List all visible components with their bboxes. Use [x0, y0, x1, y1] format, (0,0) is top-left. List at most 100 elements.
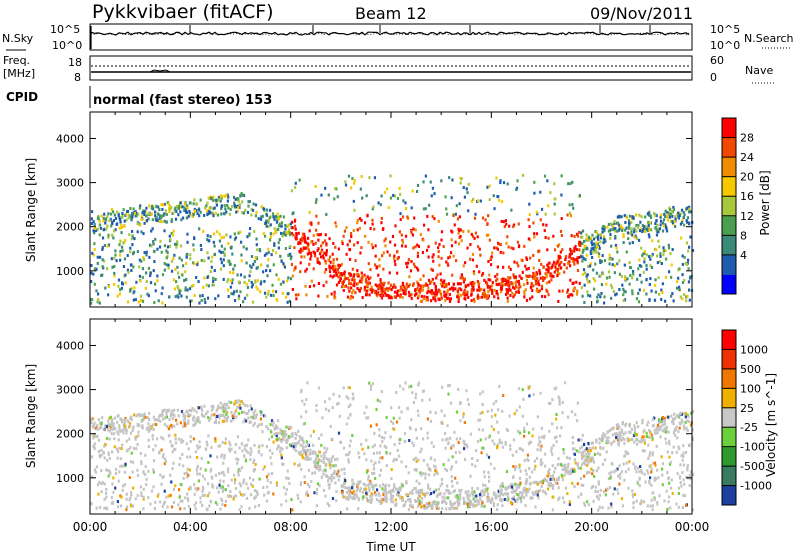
- data-cell: [651, 453, 654, 457]
- data-cell: [90, 301, 93, 305]
- data-cell: [261, 444, 264, 448]
- data-cell: [375, 483, 378, 487]
- data-cell: [361, 490, 365, 494]
- data-cell: [136, 222, 139, 226]
- data-cell: [166, 505, 169, 509]
- station-title: Pykkvibaer (fitACF): [92, 1, 274, 23]
- data-cell: [162, 475, 165, 479]
- data-cell: [664, 299, 667, 303]
- data-cell: [90, 421, 93, 425]
- data-cell: [351, 267, 354, 271]
- data-cell: [643, 250, 646, 254]
- data-cell: [415, 490, 418, 494]
- data-cell: [232, 195, 236, 199]
- data-cell: [308, 485, 311, 489]
- data-cell: [601, 462, 605, 466]
- data-cell: [613, 221, 616, 225]
- data-cell: [451, 273, 454, 277]
- data-cell: [90, 222, 93, 226]
- data-cell: [111, 265, 114, 269]
- data-cell: [663, 427, 666, 431]
- data-cell: [492, 194, 495, 198]
- data-cell: [291, 220, 294, 224]
- data-cell: [363, 221, 367, 225]
- data-cell: [553, 212, 556, 216]
- data-cell: [267, 292, 270, 296]
- data-cell: [423, 494, 426, 498]
- data-cell: [348, 248, 352, 252]
- data-cell: [256, 248, 259, 252]
- data-cell: [142, 495, 145, 499]
- data-cell: [238, 482, 241, 486]
- data-cell: [323, 239, 327, 243]
- data-cell: [667, 243, 670, 247]
- data-cell: [595, 230, 598, 234]
- colorbar-tick-label: 20: [740, 171, 754, 184]
- data-cell: [113, 213, 116, 217]
- data-cell: [153, 249, 156, 253]
- data-cell: [342, 280, 345, 284]
- data-cell: [132, 425, 135, 429]
- data-cell: [523, 290, 526, 294]
- data-cell: [536, 212, 539, 216]
- data-cell: [122, 241, 125, 245]
- data-cell: [345, 422, 348, 426]
- data-cell: [592, 268, 595, 272]
- data-cell: [633, 440, 636, 444]
- data-cell: [649, 430, 652, 434]
- data-cell: [657, 230, 660, 234]
- data-cell: [560, 193, 563, 197]
- data-cell: [634, 234, 637, 238]
- data-cell: [624, 228, 627, 232]
- data-cell: [369, 384, 373, 388]
- data-cell: [234, 486, 238, 490]
- data-cell: [366, 275, 369, 279]
- data-cell: [217, 294, 220, 298]
- data-cell: [458, 497, 462, 501]
- data-cell: [111, 233, 114, 237]
- data-cell: [230, 478, 233, 482]
- data-cell: [329, 274, 332, 278]
- data-cell: [102, 216, 105, 220]
- data-cell: [305, 398, 308, 402]
- data-cell: [289, 435, 292, 439]
- data-cell: [422, 180, 425, 184]
- data-cell: [512, 225, 515, 229]
- data-cell: [547, 470, 550, 474]
- data-cell: [440, 385, 444, 389]
- data-cell: [566, 288, 570, 292]
- data-cell: [331, 455, 335, 459]
- data-cell: [663, 212, 666, 216]
- data-cell: [131, 504, 134, 508]
- data-cell: [679, 212, 682, 216]
- data-cell: [630, 221, 633, 225]
- data-cell: [583, 244, 586, 248]
- data-cell: [227, 294, 230, 298]
- data-cell: [183, 416, 187, 420]
- data-cell: [467, 295, 470, 299]
- data-cell: [303, 255, 306, 259]
- data-cell: [407, 290, 411, 294]
- freq-trace-bump: [149, 69, 171, 73]
- data-cell: [250, 407, 253, 411]
- data-cell: [561, 289, 564, 293]
- data-cell: [586, 280, 590, 284]
- data-cell: [353, 278, 356, 282]
- data-cell: [193, 236, 196, 240]
- data-cell: [247, 438, 250, 442]
- data-cell: [169, 238, 172, 242]
- data-cell: [513, 412, 516, 416]
- data-cell: [682, 478, 685, 482]
- data-cell: [512, 247, 515, 251]
- data-cell: [531, 434, 534, 438]
- data-cell: [130, 269, 133, 273]
- data-cell: [236, 470, 240, 474]
- data-cell: [667, 500, 670, 504]
- data-cell: [483, 475, 486, 479]
- data-cell: [664, 275, 668, 279]
- data-cell: [257, 450, 260, 454]
- data-cell: [516, 497, 519, 501]
- data-cell: [205, 440, 208, 444]
- data-cell: [397, 490, 400, 494]
- data-cell: [626, 277, 629, 281]
